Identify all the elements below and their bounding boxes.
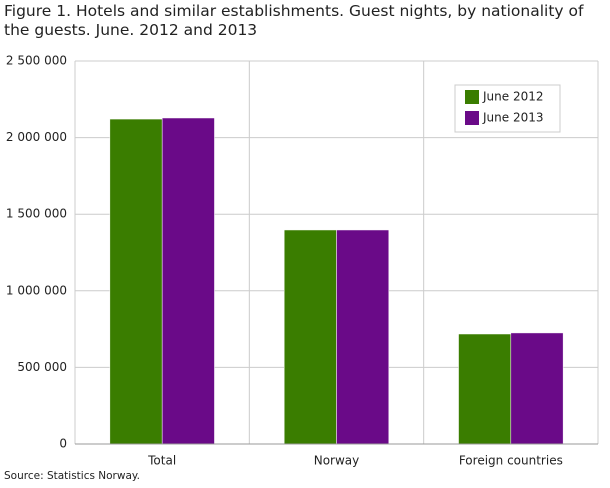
y-tick-label: 2 500 000 xyxy=(6,54,67,68)
y-tick-label: 2 000 000 xyxy=(6,130,67,144)
y-tick-label: 0 xyxy=(59,437,67,451)
legend-label: June 2013 xyxy=(482,111,544,125)
x-tick-label: Total xyxy=(147,454,176,468)
source-note: Source: Statistics Norway. xyxy=(4,470,140,482)
bar xyxy=(283,229,337,445)
legend-swatch xyxy=(465,90,479,104)
x-tick-label: Foreign countries xyxy=(459,454,563,468)
x-tick-label: Norway xyxy=(314,454,360,468)
bar xyxy=(161,117,215,445)
bar xyxy=(109,118,163,445)
y-tick-label: 1 000 000 xyxy=(6,283,67,297)
legend-swatch xyxy=(465,111,479,125)
legend-label: June 2012 xyxy=(482,90,544,104)
y-tick-label: 500 000 xyxy=(17,360,67,374)
bar xyxy=(458,333,512,445)
bar xyxy=(510,332,564,445)
chart-title: Figure 1. Hotels and similar establishme… xyxy=(4,2,584,39)
bar xyxy=(336,229,390,445)
y-tick-label: 1 500 000 xyxy=(6,207,67,221)
